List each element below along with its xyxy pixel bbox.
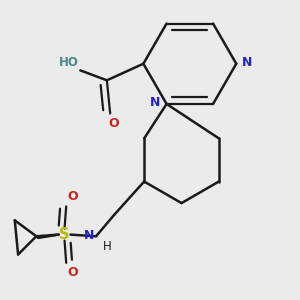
Text: O: O	[108, 118, 119, 130]
Text: N: N	[150, 96, 160, 109]
Text: HO: HO	[59, 56, 79, 69]
Text: O: O	[68, 266, 79, 279]
Text: N: N	[242, 56, 253, 69]
Text: O: O	[68, 190, 79, 203]
Text: S: S	[59, 227, 70, 242]
Text: H: H	[103, 240, 111, 253]
Text: N: N	[84, 229, 94, 242]
